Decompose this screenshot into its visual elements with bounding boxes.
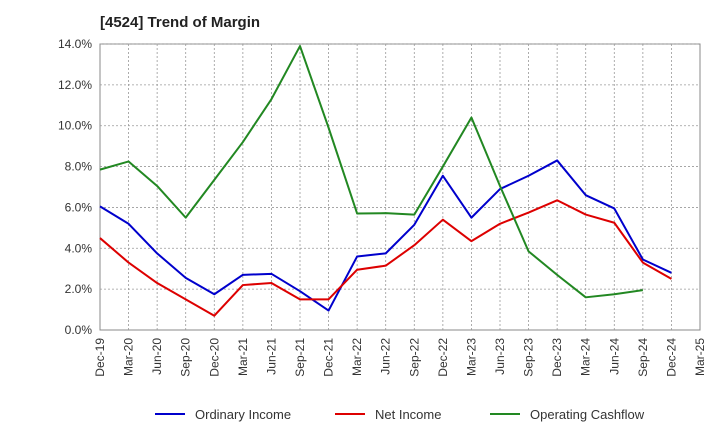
- y-tick-label: 4.0%: [65, 241, 93, 255]
- x-tick-label: Jun-20: [150, 338, 164, 375]
- y-tick-label: 14.0%: [58, 37, 92, 51]
- x-tick-label: Mar-25: [693, 338, 707, 376]
- x-tick-label: Dec-19: [93, 338, 107, 377]
- chart-title: [4524] Trend of Margin: [100, 14, 261, 31]
- legend-item: Ordinary Income: [155, 407, 291, 422]
- y-tick-label: 8.0%: [65, 160, 93, 174]
- x-tick-label: Dec-22: [436, 338, 450, 377]
- x-tick-label: Jun-24: [607, 338, 621, 375]
- x-tick-label: Sep-20: [179, 338, 193, 377]
- legend: Ordinary Income Net Income Operating Cashf…: [155, 407, 645, 422]
- legend-label: Net Income: [375, 407, 441, 422]
- series-operating-cashflow: [99, 45, 644, 299]
- x-tick-label: Dec-23: [550, 338, 564, 377]
- x-tick-label: Jun-22: [379, 338, 393, 375]
- y-tick-label: 0.0%: [65, 323, 93, 337]
- y-tick-label: 12.0%: [58, 78, 92, 92]
- x-tick-label: Dec-21: [322, 338, 336, 377]
- axes: 0.0% 2.0% 4.0% 6.0% 8.0% 10.0% 12.0% 14.0% Dec-1…: [58, 37, 707, 377]
- series-ordinary-income: [99, 159, 672, 312]
- x-tick-label: Sep-23: [522, 338, 536, 377]
- legend-label: Operating Cashflow: [530, 407, 645, 422]
- legend-item: Operating Cashflow: [490, 407, 645, 422]
- y-tick-label: 6.0%: [65, 200, 93, 214]
- y-tick-label: 10.0%: [58, 119, 92, 133]
- legend-item: Net Income: [335, 407, 441, 422]
- series-line: [99, 45, 644, 299]
- x-tick-label: Mar-24: [579, 338, 593, 376]
- x-tick-label: Dec-24: [664, 338, 678, 377]
- plot-area: [99, 43, 701, 331]
- legend-label: Ordinary Income: [195, 407, 291, 422]
- series-layer: [99, 45, 672, 317]
- grid: [99, 43, 701, 331]
- x-tick-label: Sep-22: [407, 338, 421, 377]
- x-tick-label: Mar-23: [464, 338, 478, 376]
- x-tick-label: Mar-22: [350, 338, 364, 376]
- x-tick-label: Jun-21: [264, 338, 278, 375]
- y-tick-label: 2.0%: [65, 282, 93, 296]
- x-tick-label: Sep-24: [636, 338, 650, 377]
- x-tick-label: Mar-20: [122, 338, 136, 376]
- x-tick-label: Jun-23: [493, 338, 507, 375]
- x-tick-label: Mar-21: [236, 338, 250, 376]
- x-tick-label: Sep-21: [293, 338, 307, 377]
- series-net-income: [99, 199, 672, 317]
- x-tick-label: Dec-20: [207, 338, 221, 377]
